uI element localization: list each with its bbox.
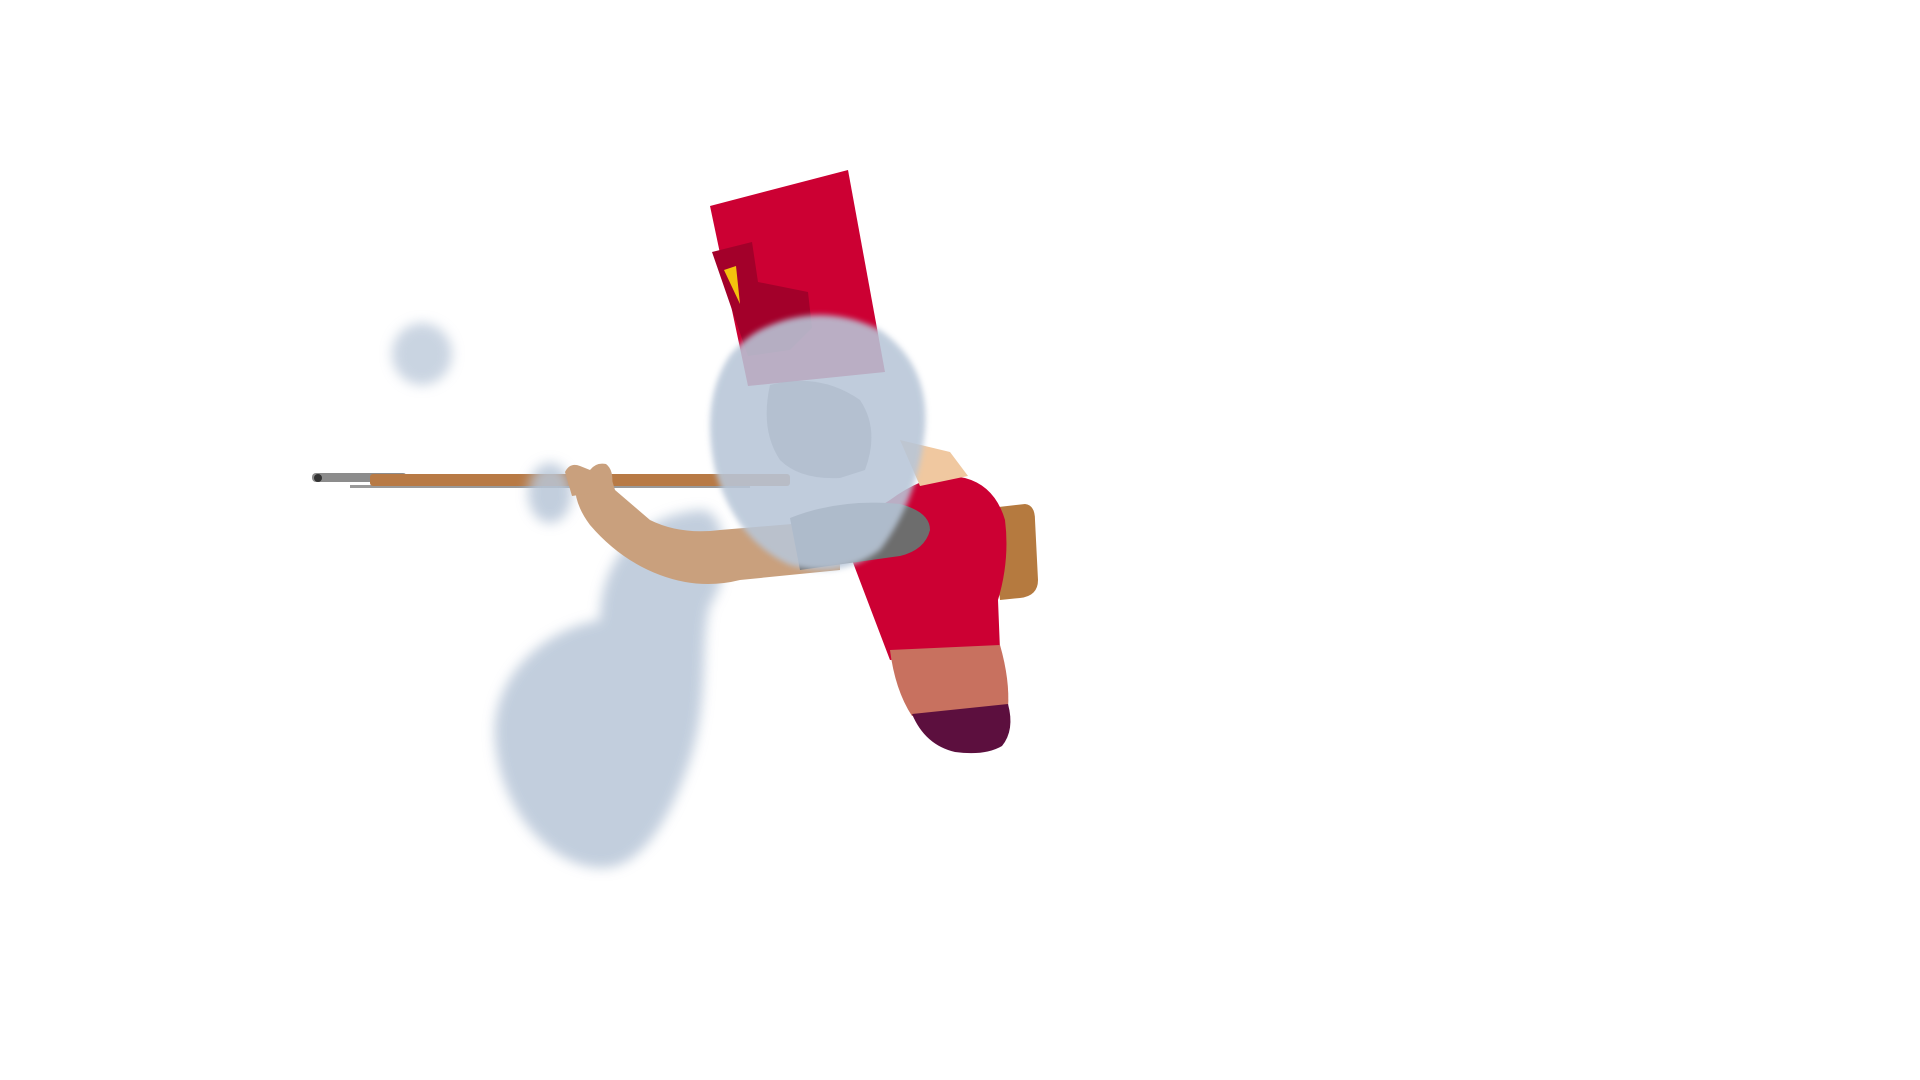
smoke-puff-small xyxy=(392,323,452,385)
soldier-trousers xyxy=(890,645,1008,716)
rifle-muzzle xyxy=(314,474,322,482)
